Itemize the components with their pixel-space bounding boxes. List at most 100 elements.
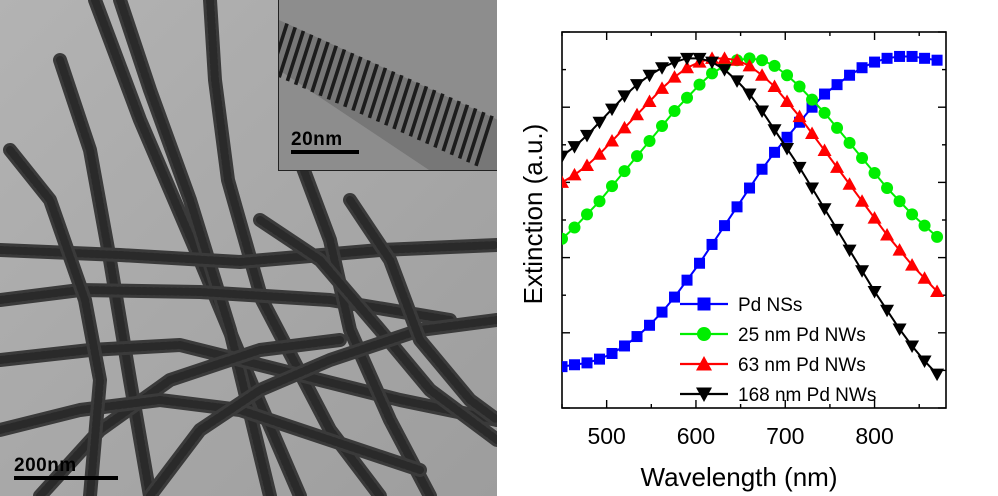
- data-point-63-nm-pd-nws: [667, 70, 682, 83]
- data-point-pd-nss: [681, 274, 693, 286]
- nanowire-segments: [296, 156, 434, 496]
- x-tick-label: 700: [766, 423, 804, 449]
- data-point-pd-nss: [562, 361, 568, 373]
- data-point-168-nm-pd-nws: [630, 79, 645, 92]
- legend-marker-pd-nss: [697, 297, 711, 311]
- data-point-pd-nss: [844, 69, 856, 81]
- inset-stripe: [343, 56, 363, 108]
- data-point-168-nm-pd-nws: [617, 90, 632, 103]
- data-point-pd-nss: [794, 116, 806, 128]
- data-point-25-nm-pd-nws: [643, 135, 656, 148]
- data-point-25-nm-pd-nws: [693, 78, 706, 91]
- data-point-pd-nss: [769, 146, 781, 158]
- data-point-168-nm-pd-nws: [817, 203, 832, 216]
- data-point-168-nm-pd-nws: [692, 52, 707, 66]
- nanowire-segments: [256, 216, 497, 444]
- inset-stripe: [400, 82, 420, 134]
- plot-area: [561, 31, 947, 409]
- data-point-168-nm-pd-nws: [742, 88, 757, 102]
- data-point-pd-nss: [619, 340, 631, 352]
- tem-micrograph: 20nm 200nm: [0, 0, 497, 496]
- data-point-25-nm-pd-nws: [931, 230, 944, 243]
- data-point-168-nm-pd-nws: [755, 105, 770, 118]
- data-point-pd-nss: [919, 52, 931, 64]
- data-point-168-nm-pd-nws: [867, 285, 882, 299]
- data-point-63-nm-pd-nws: [717, 51, 732, 64]
- data-point-25-nm-pd-nws: [756, 54, 769, 67]
- data-point-pd-nss: [669, 291, 681, 303]
- data-point-25-nm-pd-nws: [581, 208, 594, 221]
- nanowire-segments: [0, 396, 424, 474]
- data-point-63-nm-pd-nws: [680, 60, 695, 74]
- data-point-63-nm-pd-nws: [905, 258, 920, 271]
- data-point-63-nm-pd-nws: [792, 109, 807, 123]
- nanowire-segments: [0, 241, 497, 266]
- data-point-25-nm-pd-nws: [831, 121, 844, 134]
- data-point-pd-nss: [806, 101, 818, 113]
- striped-nanowire-image: [279, 0, 497, 170]
- data-point-168-nm-pd-nws: [680, 52, 695, 66]
- inset-stripe: [375, 71, 396, 123]
- inset-stripe: [318, 45, 338, 97]
- data-point-pd-nss: [906, 50, 918, 62]
- data-point-168-nm-pd-nws: [567, 141, 582, 154]
- inset-stripe: [392, 78, 412, 130]
- inset-stripe: [408, 85, 429, 137]
- data-point-25-nm-pd-nws: [856, 151, 869, 164]
- data-point-168-nm-pd-nws: [667, 56, 682, 70]
- data-point-63-nm-pd-nws: [892, 243, 907, 256]
- inset-stripe: [285, 30, 306, 82]
- main-scalebar: 200nm: [14, 456, 118, 480]
- data-point-pd-nss: [731, 201, 743, 213]
- data-point-pd-nss: [881, 52, 893, 64]
- inset-stripe: [293, 34, 314, 86]
- data-point-168-nm-pd-nws: [730, 75, 745, 88]
- data-point-pd-nss: [631, 331, 643, 343]
- inset-stripe: [416, 89, 437, 141]
- data-point-168-nm-pd-nws: [842, 244, 857, 258]
- data-point-63-nm-pd-nws: [617, 120, 632, 134]
- legend-marker-168-nm-pd-nws: [696, 387, 712, 402]
- inset-stripe: [457, 107, 478, 160]
- data-point-25-nm-pd-nws: [768, 59, 781, 72]
- extinction-chart: 500 600 700 800 Pd NSs 25 nm Pd NWs 63 nm Pd …: [518, 31, 947, 492]
- data-point-25-nm-pd-nws: [906, 208, 919, 221]
- data-point-168-nm-pd-nws: [880, 304, 895, 318]
- data-point-25-nm-pd-nws: [781, 69, 794, 82]
- data-point-63-nm-pd-nws: [930, 284, 945, 297]
- inset-stripe: [359, 63, 379, 115]
- inset-stripe: [367, 67, 388, 119]
- legend-marker-63-nm-pd-nws: [696, 356, 712, 371]
- data-point-63-nm-pd-nws: [880, 228, 895, 241]
- data-point-pd-nss: [594, 353, 606, 365]
- nanowire-segments: [0, 286, 454, 324]
- data-point-168-nm-pd-nws: [830, 223, 845, 237]
- data-point-63-nm-pd-nws: [867, 211, 882, 224]
- data-point-pd-nss: [569, 359, 581, 371]
- data-point-25-nm-pd-nws: [631, 150, 644, 163]
- data-point-63-nm-pd-nws: [605, 134, 620, 147]
- data-point-168-nm-pd-nws: [605, 103, 620, 117]
- data-point-pd-nss: [819, 88, 831, 100]
- data-point-168-nm-pd-nws: [655, 62, 670, 75]
- data-point-63-nm-pd-nws: [755, 68, 770, 81]
- legend-label-168-nm-pd-nws: 168 nm Pd NWs: [738, 385, 876, 406]
- data-point-168-nm-pd-nws: [642, 69, 657, 83]
- inset-stripe: [474, 115, 494, 167]
- data-point-168-nm-pd-nws: [917, 355, 932, 368]
- data-point-63-nm-pd-nws: [562, 175, 569, 188]
- data-point-pd-nss: [831, 79, 843, 91]
- inset-stripe: [449, 104, 470, 156]
- data-point-168-nm-pd-nws: [805, 182, 820, 196]
- data-point-25-nm-pd-nws: [793, 80, 806, 93]
- legend-label-63-nm-pd-nws: 63 nm Pd NWs: [738, 355, 866, 376]
- data-point-168-nm-pd-nws: [580, 129, 595, 143]
- data-point-168-nm-pd-nws: [767, 124, 782, 137]
- data-point-168-nm-pd-nws: [717, 64, 732, 77]
- inset-scalebar: 20nm: [291, 130, 359, 154]
- data-point-63-nm-pd-nws: [842, 177, 857, 190]
- legend-label-pd-nss: Pd NSs: [738, 295, 802, 316]
- legend-label-25-nm-pd-nws: 25 nm Pd NWs: [738, 325, 866, 346]
- data-point-63-nm-pd-nws: [917, 271, 932, 284]
- nanowire-segments: [346, 196, 497, 424]
